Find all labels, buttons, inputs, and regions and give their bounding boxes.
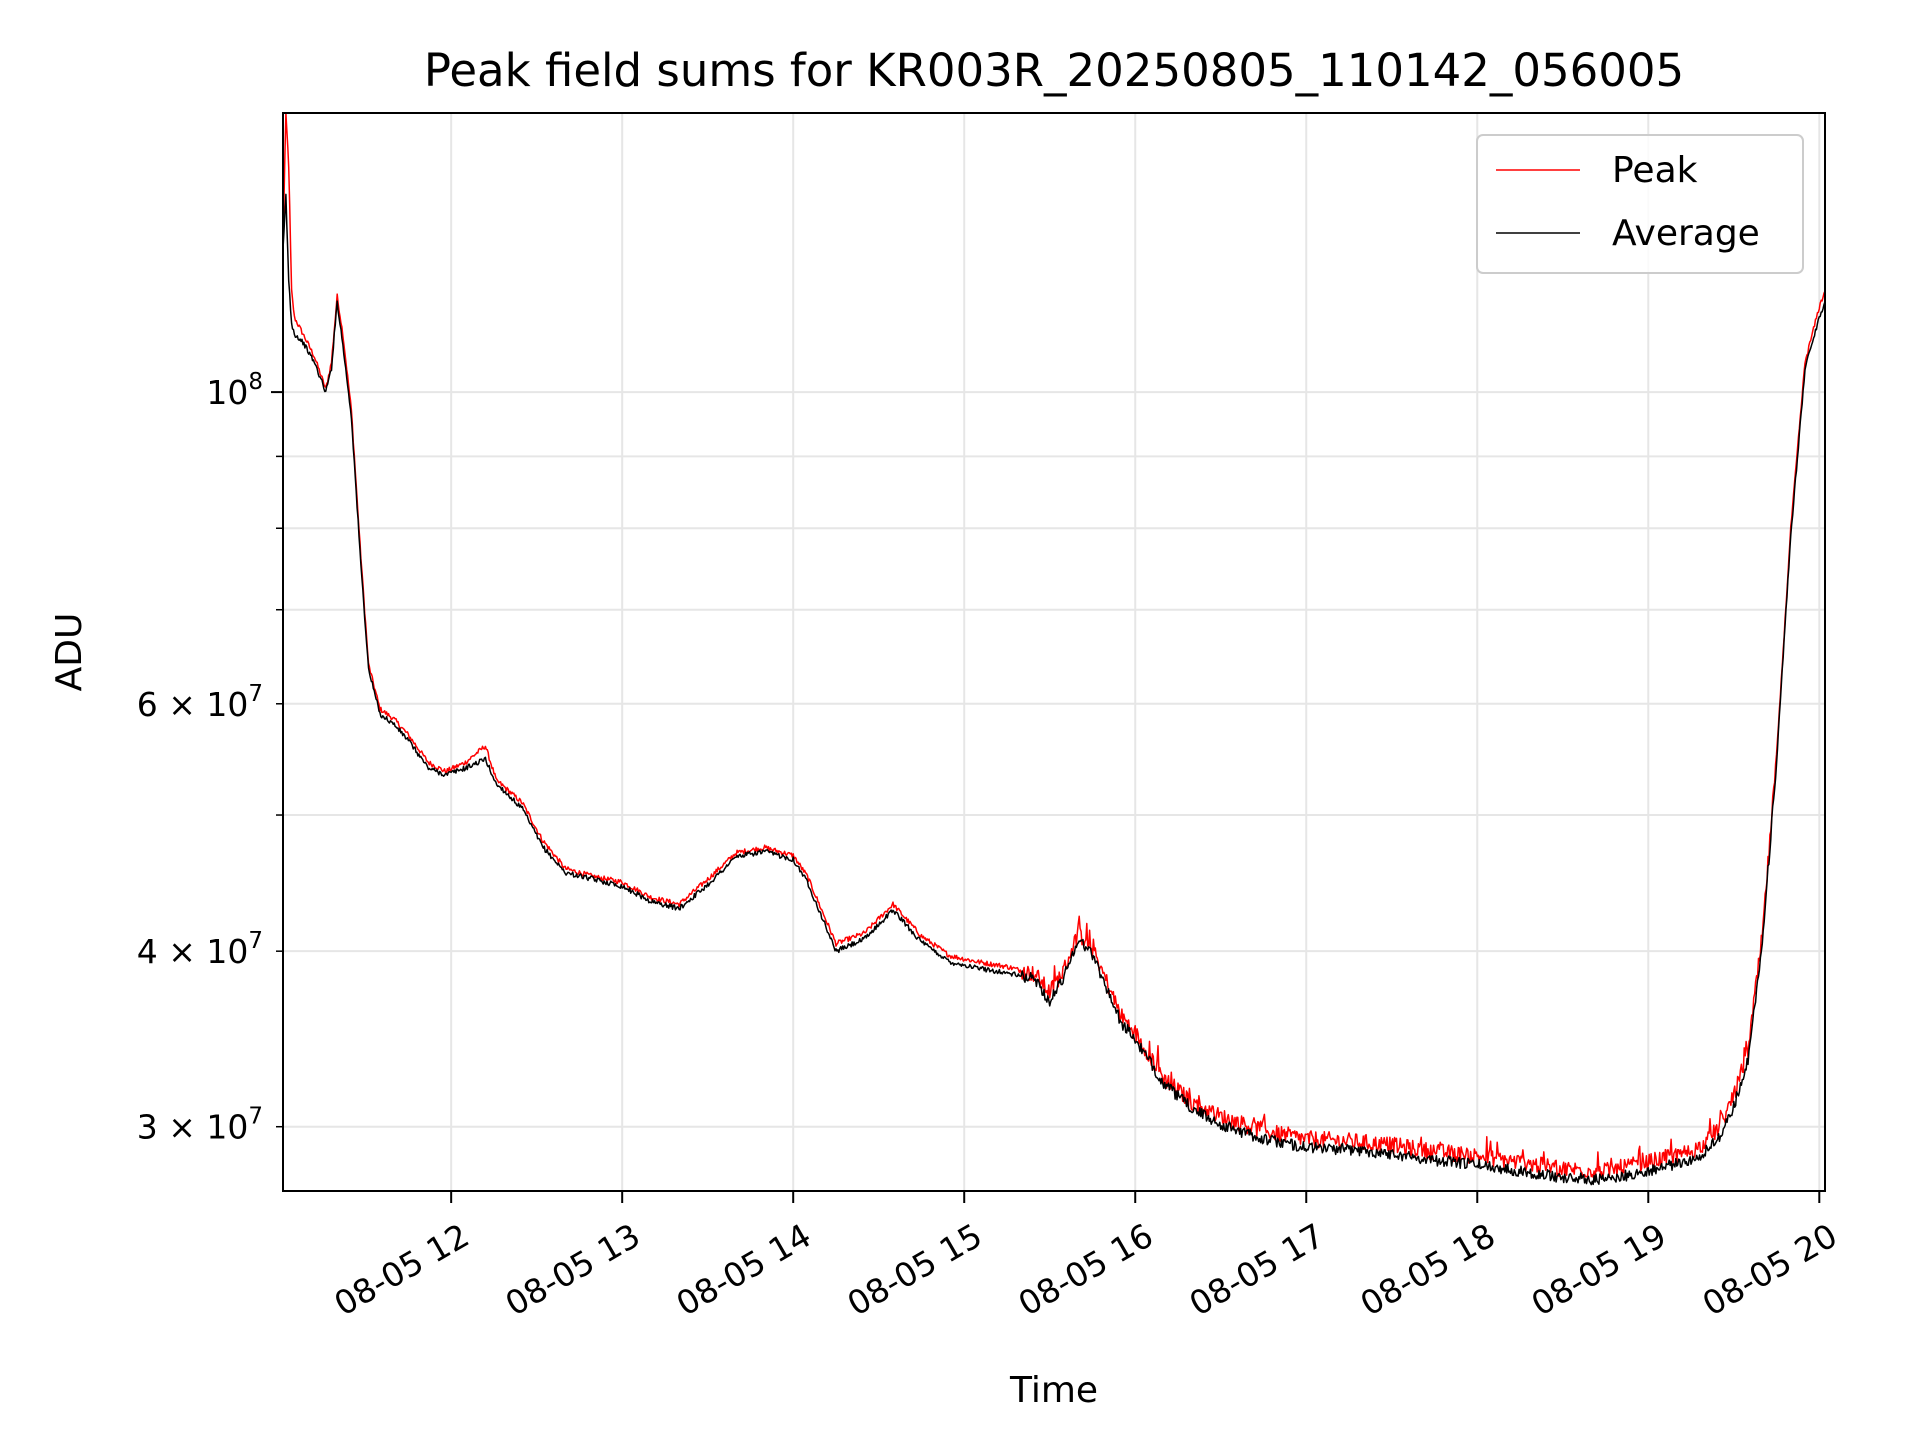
y-tick-label: 6 × 107 — [137, 681, 263, 724]
y-tick-label: 108 — [206, 369, 263, 412]
series-line-peak — [282, 112, 1826, 1180]
y-tick-label: 3 × 107 — [137, 1104, 263, 1147]
y-axis-label: ADU — [49, 613, 90, 692]
plot-series — [282, 112, 1826, 1186]
y-tick-label-exponent: 8 — [248, 369, 263, 395]
legend-label-peak: Peak — [1612, 150, 1698, 191]
y-tick-label-base: 3 × 10 — [137, 1108, 249, 1147]
y-tick-label-exponent: 7 — [248, 681, 263, 707]
y-tick-label-exponent: 7 — [248, 928, 263, 954]
x-axis-label: Time — [1009, 1370, 1098, 1411]
y-tick-label: 4 × 107 — [137, 928, 263, 971]
grid-lines — [283, 113, 1825, 1191]
y-tick-label-base: 6 × 10 — [137, 685, 249, 724]
series-line-average — [282, 193, 1826, 1186]
legend: Peak Average — [1476, 134, 1804, 274]
y-tick-label-base: 4 × 10 — [137, 932, 249, 971]
legend-label-average: Average — [1612, 213, 1760, 254]
y-tick-label-exponent: 7 — [248, 1104, 263, 1130]
y-tick-label-base: 10 — [206, 373, 248, 412]
plot-frame — [282, 112, 1826, 1192]
chart-title: Peak field sums for KR003R_20250805_1101… — [424, 44, 1684, 97]
